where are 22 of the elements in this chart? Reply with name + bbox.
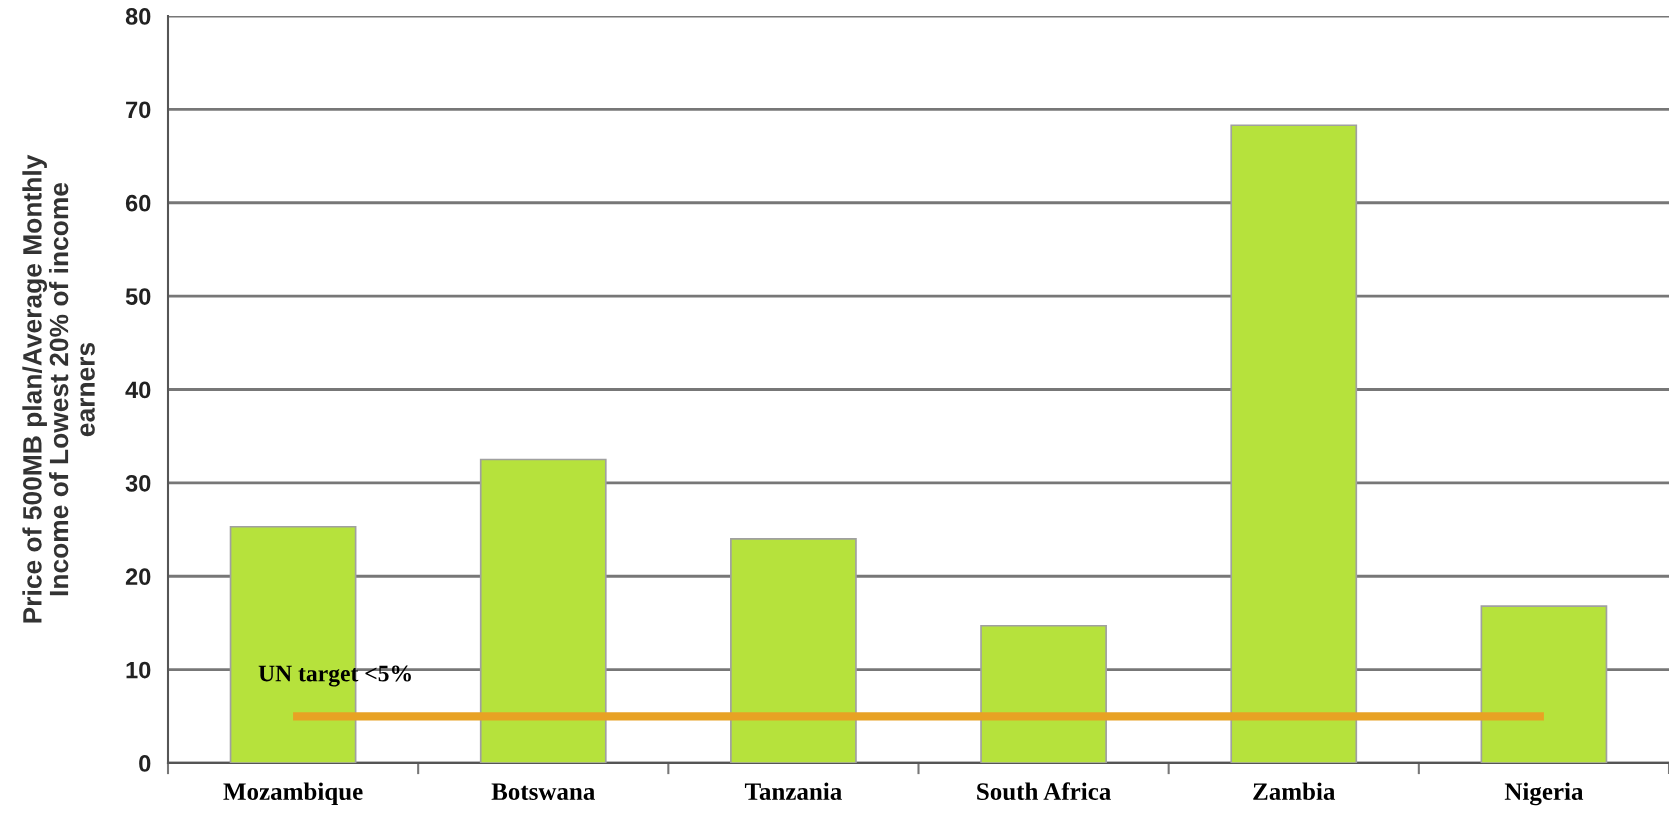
y-tick-label: 50 (125, 288, 151, 305)
y-tick-label: 20 (125, 568, 151, 586)
bar (980, 624, 1107, 763)
y-tick-label: 0 (139, 755, 151, 772)
y-axis-title: Price of 500MB plan/Average Monthly Income of Lowest 20% of income earners (22, 154, 95, 623)
y-tick-label: 40 (125, 381, 151, 399)
y-tick-label: 80 (125, 8, 151, 25)
x-tick-label: Mozambique (223, 782, 363, 806)
x-tick-label: Botswana (491, 783, 595, 801)
x-tick-label: South Africa (977, 782, 1111, 801)
bar (229, 525, 357, 763)
y-tick-label: 60 (125, 194, 151, 212)
y-tick-label: 70 (126, 101, 151, 119)
x-tick-label: Nigeria (1504, 782, 1584, 806)
bar (730, 538, 857, 763)
bar (1480, 605, 1608, 763)
y-tick-label: 10 (126, 661, 151, 679)
x-tick-label: Tanzania (744, 782, 842, 801)
bar (1230, 124, 1358, 763)
bar (479, 458, 607, 763)
y-tick-label: 30 (125, 474, 151, 492)
x-tick-label: Zambia (1253, 782, 1336, 801)
